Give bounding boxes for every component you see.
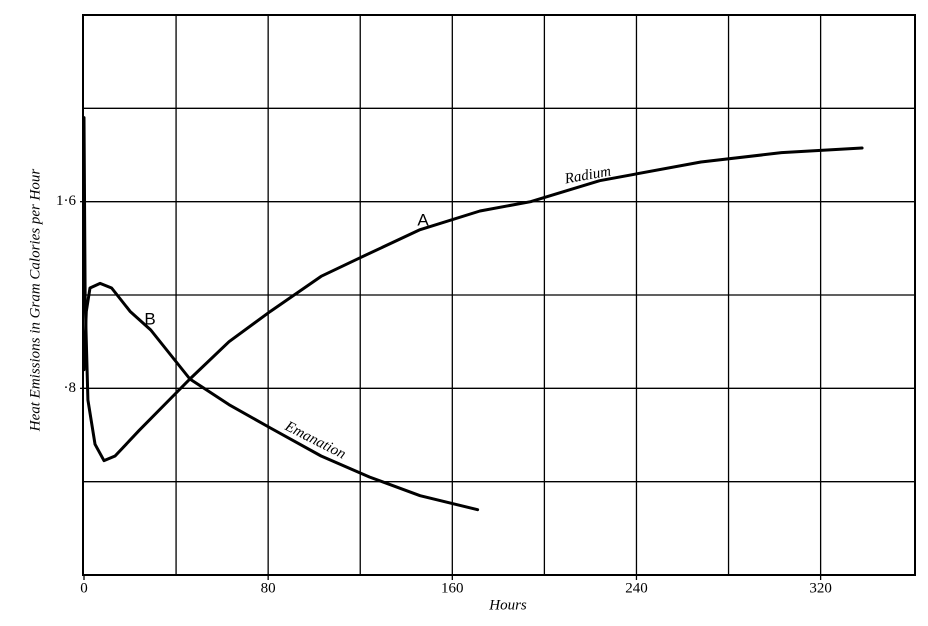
series-line <box>82 281 480 512</box>
x-tick-label: 0 <box>80 580 88 596</box>
x-tick-label: 320 <box>809 580 832 596</box>
x-tick-label: 240 <box>625 580 648 596</box>
x-tick-label: 80 <box>261 580 276 596</box>
x-axis-label: Hours <box>488 597 527 613</box>
x-tick-label: 160 <box>441 580 464 596</box>
annotation: A <box>417 210 429 229</box>
y-tick-label: ·8 <box>64 380 77 396</box>
y-axis-label: Heat Emissions in Gram Calories per Hour <box>27 169 43 433</box>
y-tick-label: 1·6 <box>56 193 76 209</box>
series-line <box>82 116 864 463</box>
annotation: B <box>144 309 155 328</box>
